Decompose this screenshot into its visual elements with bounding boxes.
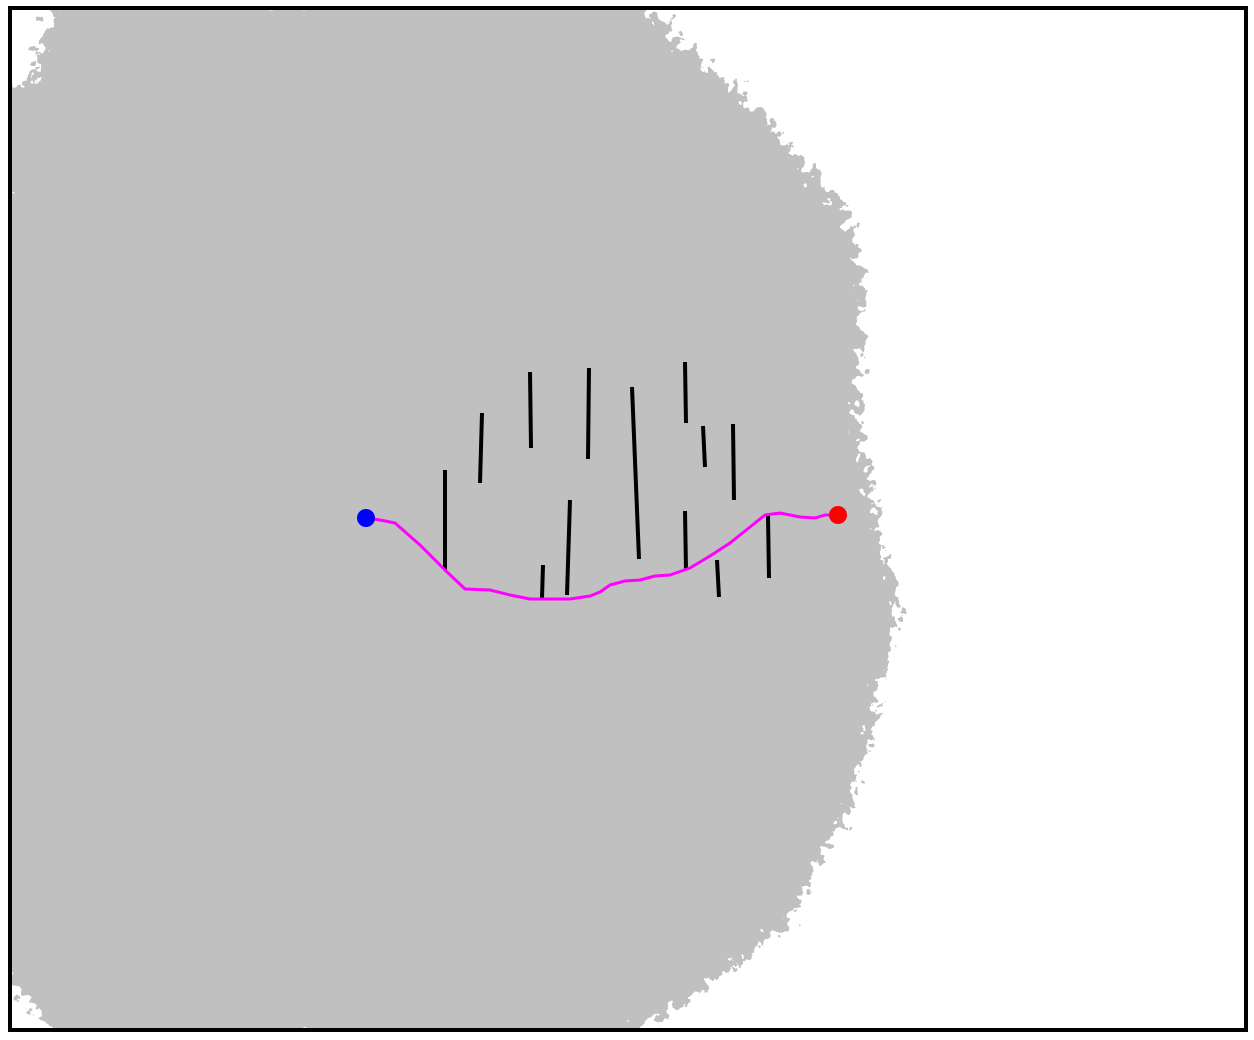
obstacle bbox=[540, 564, 545, 599]
obstacle bbox=[586, 367, 591, 460]
start-node bbox=[357, 509, 375, 527]
goal-node bbox=[829, 506, 847, 524]
obstacle bbox=[683, 510, 688, 571]
obstacle bbox=[528, 371, 533, 449]
obstacle bbox=[715, 559, 721, 598]
planned-path bbox=[365, 511, 838, 601]
explored-tree bbox=[10, 8, 900, 1030]
obstacles bbox=[443, 361, 771, 599]
obstacle bbox=[565, 499, 572, 596]
obstacle bbox=[701, 425, 707, 468]
tree-region bbox=[10, 8, 900, 1030]
obstacle bbox=[766, 515, 771, 579]
obstacle bbox=[478, 412, 484, 484]
obstacle bbox=[630, 386, 641, 560]
obstacle bbox=[683, 361, 688, 424]
border bbox=[8, 6, 1248, 1032]
obstacle bbox=[731, 423, 736, 501]
